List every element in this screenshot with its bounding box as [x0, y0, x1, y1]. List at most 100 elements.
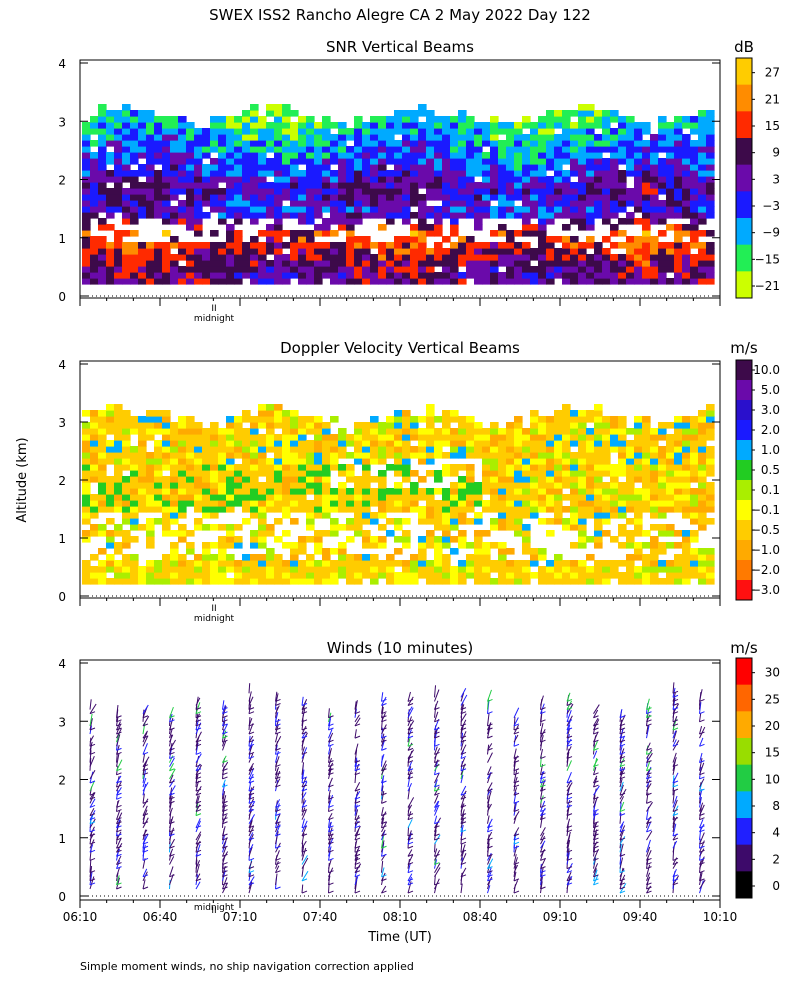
wind-barb-923: [487, 870, 493, 874]
doppler-cell-830: [362, 440, 371, 447]
doppler-cell-480: [242, 458, 251, 465]
wind-barb-341: [222, 760, 228, 764]
snr-cell-1115: [434, 218, 443, 225]
doppler-cell-822: [362, 488, 371, 495]
wind-barb-410: [248, 744, 253, 755]
doppler-cell-248: [162, 464, 171, 471]
wind-barb-243: [195, 818, 201, 829]
snr-cell-1202: [458, 140, 467, 147]
doppler-cell-597: [282, 500, 291, 507]
doppler-cell-157: [130, 488, 139, 495]
wind-barb-290: [195, 697, 201, 706]
doppler-cell-226: [154, 452, 163, 459]
snr-cell-129: [122, 266, 131, 273]
doppler-cell-1388: [570, 560, 579, 567]
snr-cell-978: [394, 260, 403, 267]
doppler-cell-286: [178, 560, 187, 567]
snr-cell-1320: [498, 152, 507, 159]
snr-cell-1375: [522, 266, 531, 273]
doppler-cell-1413: [578, 542, 587, 549]
doppler-cell-1296: [538, 572, 547, 579]
snr-cell-1260: [482, 254, 491, 261]
doppler-cell-1021: [434, 440, 443, 447]
snr-cell-55: [98, 248, 107, 255]
snr-cell-1718: [626, 158, 635, 165]
doppler-cell-1127: [474, 494, 483, 501]
doppler-cell-666: [306, 536, 315, 543]
doppler-colorbar-swatch-0: [736, 360, 752, 381]
wind-barb-862: [460, 849, 467, 853]
wind-barb-455: [275, 799, 281, 808]
snr-cell-1453: [546, 260, 555, 267]
wind-barb-384: [248, 825, 255, 829]
snr-cell-962: [386, 194, 395, 201]
doppler-cell-562: [266, 416, 275, 423]
doppler-cell-1803: [706, 428, 715, 435]
wind-barb-416: [248, 739, 255, 743]
snr-cell-741: [314, 200, 323, 207]
snr-cell-1064: [418, 218, 427, 225]
doppler-cell-127: [122, 518, 131, 525]
snr-cell-808: [338, 248, 347, 255]
doppler-cell-571: [274, 518, 283, 525]
doppler-cell-1089: [458, 440, 467, 447]
wind-barb-28: [89, 804, 96, 808]
doppler-cell-39: [90, 446, 99, 453]
doppler-cell-860: [378, 524, 387, 531]
doppler-cell-439: [226, 446, 235, 453]
wind-barb-7: [89, 870, 96, 874]
doppler-cell-1657: [658, 470, 667, 477]
snr-cell-1520: [562, 134, 571, 141]
snr-cell-1766: [642, 182, 651, 189]
wind-barb-738: [407, 849, 413, 857]
doppler-cell-1616: [642, 428, 651, 435]
doppler-cell-1061: [450, 482, 459, 489]
doppler-cell-1353: [554, 464, 563, 471]
snr-cell-1582: [586, 254, 595, 261]
snr-cell-1959: [706, 212, 715, 219]
snr-cell-665: [290, 182, 299, 189]
wind-barb-81: [116, 821, 122, 825]
doppler-cell-292: [178, 506, 187, 513]
doppler-cell-375: [210, 578, 219, 585]
snr-cell-325: [186, 272, 195, 279]
snr-cell-168: [130, 182, 139, 189]
wind-barb-270: [195, 751, 202, 755]
doppler-cell-1646: [658, 548, 667, 555]
snr-cell-1265: [482, 200, 491, 207]
doppler-cell-1263: [522, 482, 531, 489]
snr-cell-552: [258, 248, 267, 255]
snr-cell-642: [282, 158, 291, 165]
snr-cell-1292: [490, 170, 499, 177]
doppler-cell-465: [234, 416, 243, 423]
snr-cell-454: [226, 194, 235, 201]
wind-barb-132: [142, 845, 149, 849]
snr-cell-484: [234, 176, 243, 183]
wind-barb-940: [487, 815, 490, 824]
wind-barb-882: [460, 785, 467, 796]
doppler-cell-33: [90, 494, 99, 501]
snr-cell-1442: [538, 158, 547, 165]
wind-barb-1: [89, 871, 93, 886]
wind-barb-282: [195, 713, 201, 723]
snr-cell-575: [266, 260, 275, 267]
doppler-cell-1047: [442, 416, 451, 423]
snr-cell-1933: [698, 212, 707, 219]
doppler-cell-46: [98, 578, 107, 585]
doppler-cell-1096: [466, 560, 475, 567]
doppler-cell-241: [162, 512, 171, 519]
snr-cell-1749: [634, 122, 643, 129]
wind-barb-200: [169, 792, 175, 796]
doppler-cell-140: [122, 434, 131, 441]
doppler-cell-1141: [482, 548, 491, 555]
snr-cell-1308: [498, 230, 507, 237]
snr-cell-1670: [610, 170, 619, 177]
snr-cell-1309: [498, 224, 507, 231]
snr-cell-1367: [514, 152, 523, 159]
doppler-cell-297: [178, 476, 187, 483]
snr-cell-979: [394, 254, 403, 261]
doppler-cell-1447: [586, 476, 595, 483]
doppler-cell-1161: [490, 524, 499, 531]
doppler-cell-1149: [482, 470, 491, 477]
doppler-cell-499: [250, 494, 259, 501]
